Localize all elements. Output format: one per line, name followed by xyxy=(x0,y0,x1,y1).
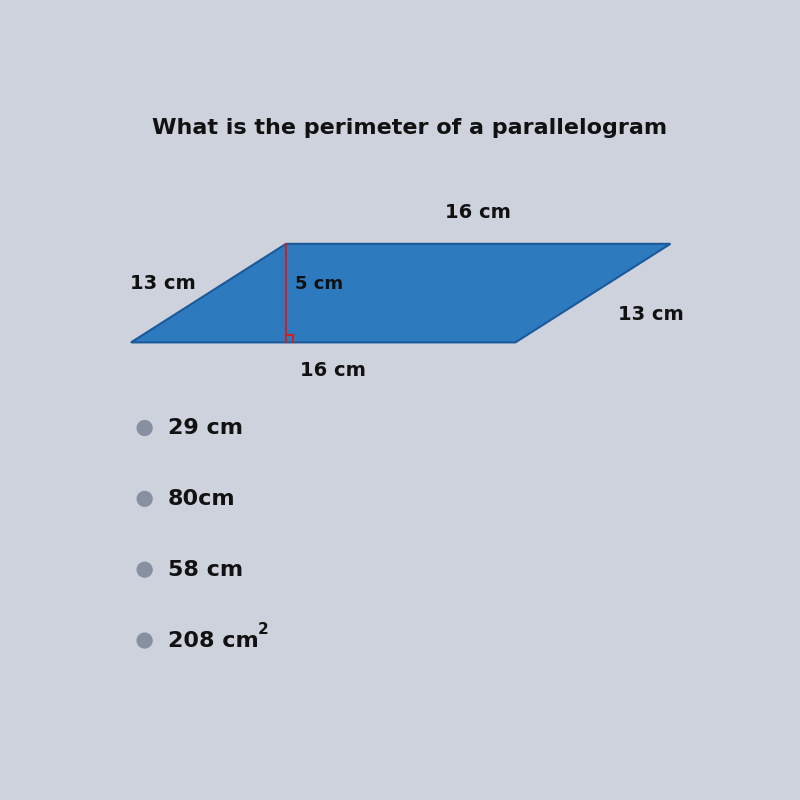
Circle shape xyxy=(138,562,152,577)
Text: 16 cm: 16 cm xyxy=(446,203,511,222)
Text: What is the perimeter of a parallelogram: What is the perimeter of a parallelogram xyxy=(153,118,667,138)
Text: 29 cm: 29 cm xyxy=(167,418,242,438)
Polygon shape xyxy=(131,244,670,342)
Text: 13 cm: 13 cm xyxy=(130,274,196,294)
Text: 16 cm: 16 cm xyxy=(299,361,366,380)
Text: 13 cm: 13 cm xyxy=(618,305,683,324)
Text: 80cm: 80cm xyxy=(167,489,235,509)
Text: 58 cm: 58 cm xyxy=(167,560,242,580)
Text: 208 cm: 208 cm xyxy=(167,630,258,650)
Circle shape xyxy=(138,491,152,506)
Text: 5 cm: 5 cm xyxy=(295,275,343,293)
Circle shape xyxy=(138,421,152,435)
Circle shape xyxy=(138,633,152,648)
Text: 2: 2 xyxy=(258,622,268,637)
